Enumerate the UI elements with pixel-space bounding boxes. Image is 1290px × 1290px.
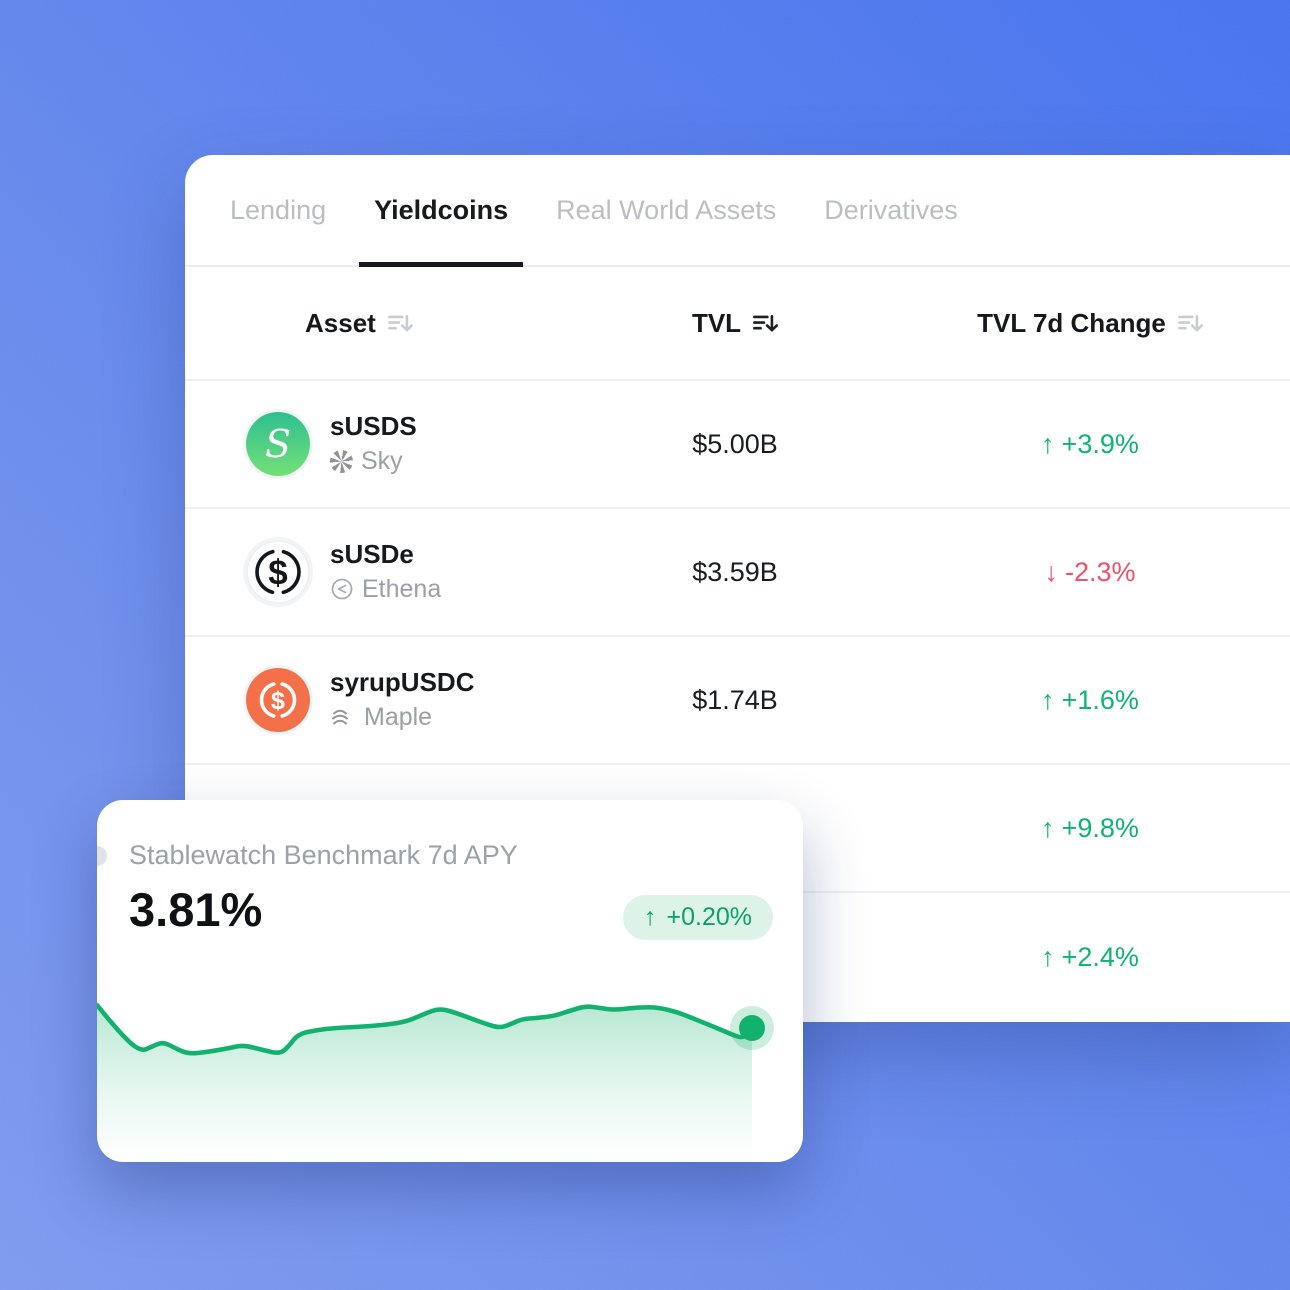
sky-susds-coin-icon: S [246, 412, 310, 476]
sort-icon[interactable] [751, 310, 778, 337]
protocol-name: Sky [361, 446, 403, 475]
maple-syrupusdc-coin-icon: $ [246, 668, 310, 732]
column-header-tvl-7d-change[interactable]: TVL 7d Change [910, 308, 1270, 339]
sort-icon[interactable] [1176, 310, 1203, 337]
maple-protocol-icon [332, 710, 348, 725]
tab-real-world-assets[interactable]: Real World Assets [556, 155, 776, 265]
sky-protocol-icon [330, 449, 353, 473]
tab-yieldcoins-label: Yieldcoins [374, 194, 509, 225]
ethena-susde-coin-icon: $ [246, 540, 310, 604]
change-cell: ↑ +2.4% [910, 942, 1270, 973]
asset-text: sUSDS Sky [330, 411, 417, 476]
tab-bar: Lending Yieldcoins Real World Assets Der… [185, 155, 1290, 267]
column-header-tvl-7d-change-label: TVL 7d Change [977, 307, 1166, 338]
change-value: -2.3% [1064, 556, 1136, 587]
svg-text:$: $ [271, 687, 285, 715]
benchmark-apy-card: Stablewatch Benchmark 7d APY 3.81% ↑ +0.… [97, 800, 803, 1162]
change-arrow-icon: ↑ [1041, 428, 1055, 459]
change-arrow-icon: ↓ [1044, 556, 1058, 587]
asset-cell: S sUSDS Sky [246, 411, 610, 476]
tab-derivatives[interactable]: Derivatives [824, 155, 958, 265]
change-cell: ↑ +1.6% [910, 685, 1270, 716]
table-row[interactable]: $ syrupUSDC Maple $1.74B ↑ +1.6% [185, 637, 1290, 765]
column-header-asset-label: Asset [305, 307, 376, 338]
change-cell: ↑ +3.9% [910, 429, 1270, 460]
protocol-row: Ethena [330, 575, 441, 604]
table-row[interactable]: S sUSDS Sky $5.00B ↑ +3.9% [185, 381, 1290, 509]
tvl-value: $3.59B [692, 556, 778, 587]
change-value: +3.9% [1061, 428, 1139, 459]
chart-area-fill [97, 1005, 752, 1162]
tab-real-world-assets-label: Real World Assets [556, 194, 777, 225]
asset-name: sUSDS [330, 411, 417, 442]
asset-cell: $ sUSDe Ethena [246, 539, 610, 604]
protocol-row: Maple [330, 703, 474, 732]
tab-lending[interactable]: Lending [230, 155, 326, 265]
change-cell: ↑ +9.8% [910, 813, 1270, 844]
asset-text: syrupUSDC Maple [330, 667, 475, 732]
asset-name: syrupUSDC [330, 667, 475, 698]
asset-name: sUSDe [330, 539, 414, 570]
asset-text: sUSDe Ethena [330, 539, 441, 604]
svg-text:S: S [265, 422, 291, 466]
change-arrow-icon: ↑ [1041, 812, 1055, 843]
sort-icon[interactable] [386, 310, 413, 337]
tab-lending-label: Lending [230, 194, 327, 225]
svg-text:$: $ [268, 554, 287, 593]
coin-icon-wrap: S [246, 412, 310, 476]
protocol-row: Sky [330, 447, 417, 476]
change-arrow-icon: ↑ [1041, 684, 1055, 715]
column-header-asset[interactable]: Asset [305, 308, 610, 339]
protocol-name: Maple [364, 702, 433, 731]
table-row[interactable]: $ sUSDe Ethena $3.59B ↓ -2.3% [185, 509, 1290, 637]
tab-derivatives-label: Derivatives [824, 194, 958, 225]
coin-icon-wrap: $ [246, 668, 310, 732]
protocol-name: Ethena [362, 574, 442, 603]
chart-end-dot [739, 1015, 765, 1041]
tvl-value: $5.00B [692, 428, 778, 459]
change-arrow-icon: ↑ [1041, 941, 1055, 972]
change-value: +1.6% [1061, 684, 1139, 715]
active-tab-underline [359, 262, 524, 267]
benchmark-sparkline-chart [97, 1002, 774, 1162]
column-header-tvl[interactable]: TVL [610, 308, 860, 339]
tvl-value: $1.74B [692, 684, 778, 715]
change-cell: ↓ -2.3% [910, 557, 1270, 588]
column-header-tvl-label: TVL [691, 307, 742, 338]
ethena-protocol-icon [331, 579, 353, 600]
change-value: +2.4% [1061, 941, 1139, 972]
tab-yieldcoins[interactable]: Yieldcoins [359, 155, 524, 267]
coin-icon-wrap: $ [246, 540, 310, 604]
asset-cell: $ syrupUSDC Maple [246, 667, 610, 732]
change-value: +9.8% [1061, 812, 1139, 843]
table-header-row: Asset TVL TVL 7d Change [185, 267, 1290, 381]
